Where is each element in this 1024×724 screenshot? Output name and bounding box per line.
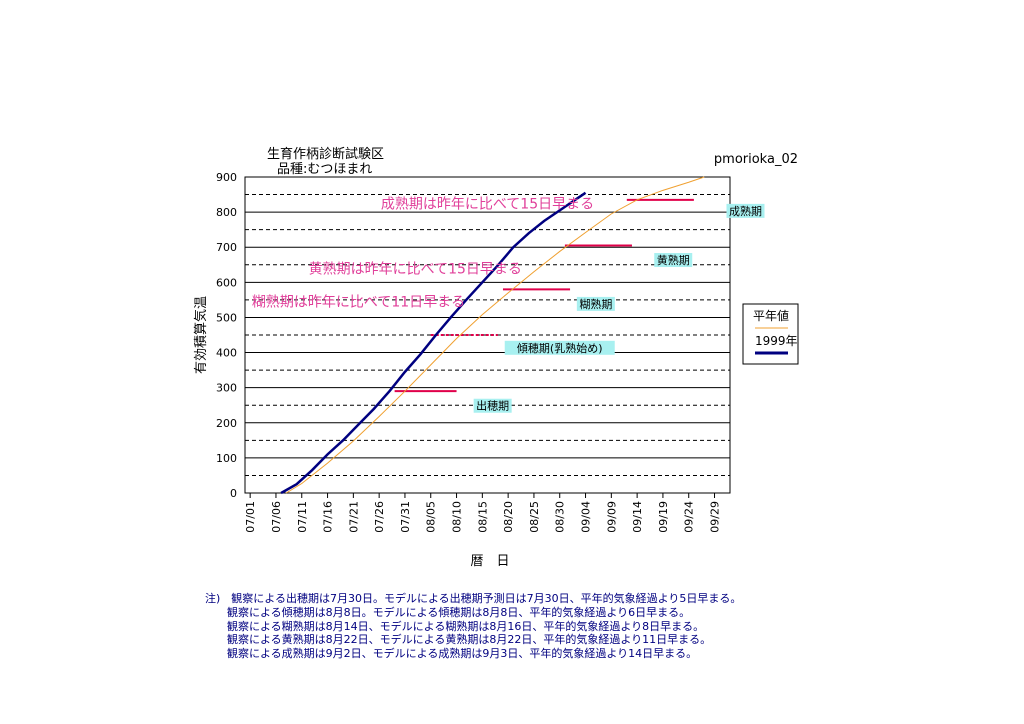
x-tick-label: 09/09 <box>605 501 618 533</box>
y-tick-label: 100 <box>216 452 237 465</box>
stage-label-bg <box>726 203 765 218</box>
x-tick-label: 07/26 <box>373 501 386 533</box>
y-tick-label: 200 <box>216 417 237 430</box>
chart-id-label: pmorioka_02 <box>714 152 798 167</box>
series-lines <box>280 176 705 495</box>
chart-title: 生育作柄診断試験区 <box>267 146 384 162</box>
stage-label-bg <box>473 398 512 413</box>
chart-subtitle: 品種:むつほまれ <box>277 161 372 177</box>
y-tick-label: 700 <box>216 241 237 254</box>
legend-label-1999: 1999年 <box>755 334 798 348</box>
x-tick-label: 08/05 <box>425 501 438 533</box>
x-tick-label: 08/10 <box>451 501 464 533</box>
stage-label: 糊熟期 <box>579 297 612 311</box>
stage-label: 傾穂期(乳熟始め) <box>517 341 603 355</box>
x-tick-label: 07/31 <box>399 501 412 533</box>
y-tick-label: 800 <box>216 206 237 219</box>
note-line: 観察による黄熟期は8月22日、モデルによる黄熟期は8月22日、平年的気象経過より… <box>205 633 712 647</box>
x-tick-label: 09/14 <box>631 501 644 533</box>
annotation-text: 成熟期は昨年に比べて15日早まる <box>381 196 594 212</box>
x-tick-label: 09/29 <box>709 501 722 533</box>
x-tick-label: 09/19 <box>657 501 670 533</box>
x-tick-label: 07/06 <box>270 501 283 533</box>
x-axis-label: 暦 日 <box>470 554 509 569</box>
y-tick-label: 500 <box>216 311 237 324</box>
y-axis-label: 有効積算気温 <box>193 296 209 374</box>
x-tick-label: 08/20 <box>502 501 515 533</box>
x-tick-label: 09/24 <box>683 501 696 533</box>
x-tick-label: 09/04 <box>580 501 593 533</box>
stage-label-bg <box>504 340 615 355</box>
x-tick-label: 07/16 <box>322 501 335 533</box>
y-axis: 0 100 200 300 400 500 600 700 800 900 <box>216 171 237 500</box>
y-tick-label: 600 <box>216 276 237 289</box>
x-tick-label: 08/15 <box>476 501 489 533</box>
legend-title: 平年値 <box>753 308 789 323</box>
notes: 注) 観察による出穂期は7月30日。モデルによる出穂期予測日は7月30日、平年的… <box>205 592 1005 661</box>
stage-label: 出穂期 <box>476 399 509 413</box>
y-tick-label: 400 <box>216 347 237 360</box>
note-line: 観察による成熟期は9月2日、モデルによる成熟期は9月3日、平年的気象経過より14… <box>205 647 698 661</box>
x-tick-label: 08/25 <box>528 501 541 533</box>
grid <box>245 194 730 476</box>
legend: 平年値 1999年 <box>742 303 799 365</box>
y-tick-label: 900 <box>216 171 237 184</box>
annotations: 成熟期は昨年に比べて15日早まる黄熟期は昨年に比べて15日早まる糊熟期は昨年に比… <box>252 196 594 310</box>
x-tick-label: 07/01 <box>244 501 257 533</box>
note-line: 観察による傾穂期は8月8日。モデルによる傾穂期は8月8日、平年的気象経過より6日… <box>205 605 691 619</box>
stage-label-bg <box>654 253 693 268</box>
stage-label-bg <box>576 296 615 311</box>
x-axis: 07/01 07/06 07/11 07/16 07/21 07/26 07/31 08/05… <box>244 493 722 533</box>
y-tick-label: 300 <box>216 382 237 395</box>
note-line: 観察による糊熟期は8月14日、モデルによる糊熟期は8月16日、平年的気象経過より… <box>205 619 705 633</box>
annotation-text: 黄熟期は昨年に比べて15日早まる <box>309 260 522 277</box>
series-line-normal <box>286 176 705 494</box>
note-line: 注) 観察による出穂期は7月30日。モデルによる出穂期予測日は7月30日、平年的… <box>205 592 742 605</box>
series-line-1999 <box>280 191 587 495</box>
x-tick-label: 07/11 <box>296 501 309 533</box>
annotation-text: 糊熟期は昨年に比べて11日早まる <box>252 295 465 311</box>
stage-labels: 出穂期 傾穂期(乳熟始め) 糊熟期 黄熟期 成熟期 <box>473 203 765 413</box>
x-tick-label: 07/21 <box>347 501 360 533</box>
stage-label: 成熟期 <box>729 204 762 218</box>
y-tick-label: 0 <box>230 487 237 500</box>
stage-label: 黄熟期 <box>657 253 690 267</box>
x-tick-label: 08/30 <box>554 501 567 533</box>
